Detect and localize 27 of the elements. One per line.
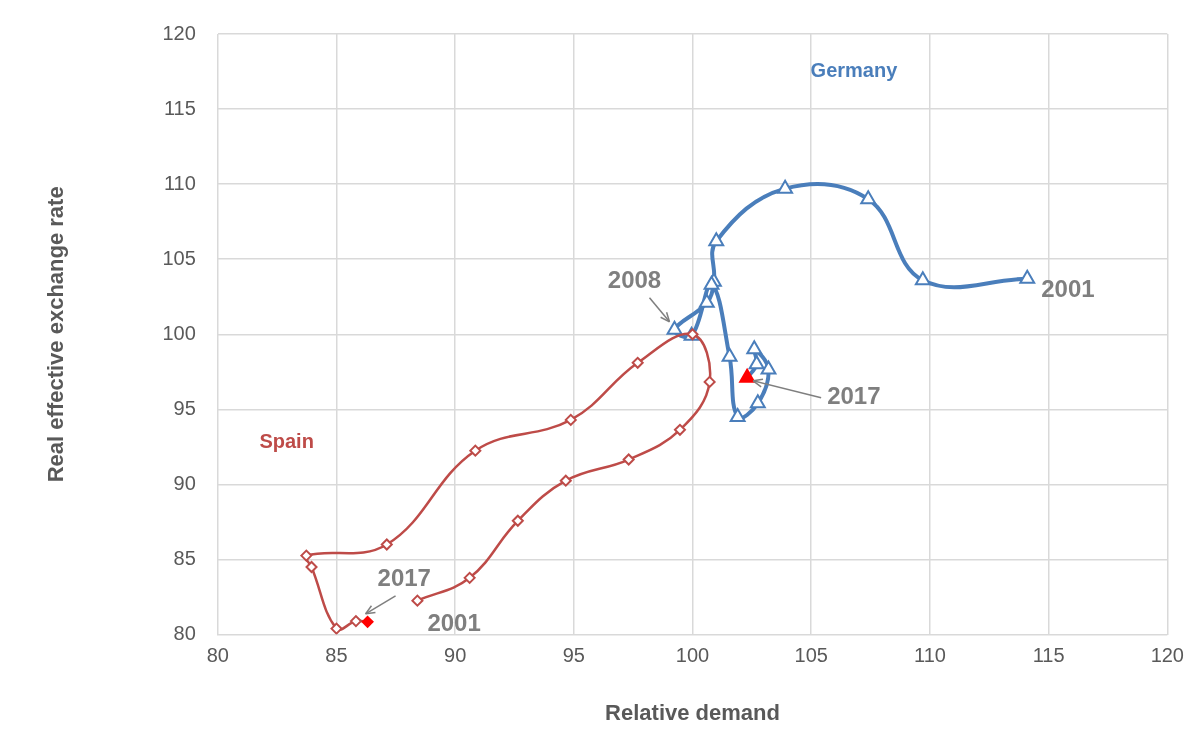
y-tick-label: 85	[173, 547, 196, 570]
y-tick-label: 80	[173, 622, 196, 645]
annotation: 2001	[427, 609, 481, 637]
x-tick-label: 105	[794, 644, 828, 667]
y-tick-label: 120	[162, 21, 196, 44]
y-axis-title: Real effective exchange rate	[43, 186, 69, 483]
x-tick-label: 90	[444, 644, 467, 667]
x-tick-label: 85	[325, 644, 348, 667]
x-tick-label: 95	[562, 644, 585, 667]
y-tick-label: 95	[173, 396, 196, 419]
annotation: 2008	[607, 266, 662, 294]
y-tick-label: 110	[163, 171, 196, 194]
text: Germany	[810, 59, 899, 82]
annotation: 2017	[377, 564, 431, 592]
x-tick-label: 80	[206, 644, 229, 667]
y-tick-label: 90	[173, 471, 196, 494]
x-tick-label: 100	[675, 644, 710, 667]
y-tick-label: 105	[162, 246, 196, 269]
x-tick-label: 110	[913, 644, 946, 667]
y-tick-label: 115	[163, 96, 196, 119]
x-axis-title: Relative demand	[605, 699, 780, 725]
x-tick-label: 115	[1032, 644, 1065, 667]
annotation: 2001	[1041, 275, 1095, 303]
text: Spain	[259, 429, 314, 452]
x-tick-label: 120	[1150, 644, 1184, 667]
annotation: 2017	[827, 382, 881, 410]
y-tick-label: 100	[162, 321, 196, 344]
